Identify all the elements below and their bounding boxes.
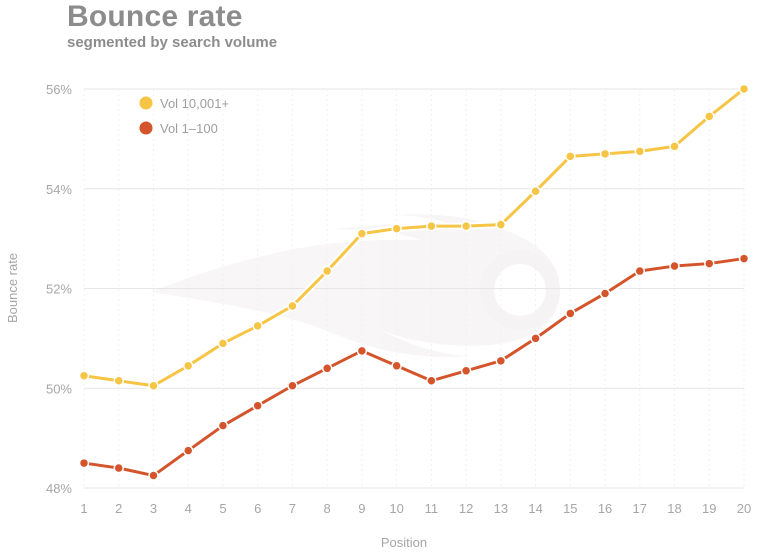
data-point	[599, 288, 611, 299]
data-point	[217, 420, 229, 431]
data-point	[287, 380, 298, 392]
data-point	[669, 141, 680, 152]
x-tick-label: 18	[667, 501, 681, 516]
data-point	[460, 220, 472, 232]
x-tick-label: 19	[702, 501, 716, 516]
data-point	[217, 338, 229, 349]
data-point	[704, 111, 715, 122]
data-point	[287, 300, 298, 312]
data-point	[252, 400, 263, 411]
x-tick-label: 20	[737, 501, 751, 516]
x-tick-label: 1	[80, 501, 87, 516]
data-point	[530, 185, 541, 197]
data-point	[704, 258, 715, 269]
chart-subtitle: segmented by search volume	[67, 34, 278, 51]
data-point	[565, 308, 576, 319]
data-point	[426, 375, 437, 387]
y-tick-label: 48%	[46, 481, 72, 496]
legend-item: Vol 1–100	[139, 121, 218, 136]
data-point	[182, 360, 194, 372]
x-tick-label: 16	[598, 501, 612, 516]
y-tick-label: 50%	[46, 381, 72, 396]
data-point	[599, 148, 611, 160]
series-2	[78, 253, 750, 481]
data-point	[148, 470, 159, 481]
x-tick-label: 17	[633, 501, 647, 516]
x-tick-label: 7	[289, 501, 296, 516]
x-tick-label: 6	[254, 501, 261, 516]
x-tick-label: 12	[459, 501, 473, 516]
data-point	[356, 228, 368, 239]
y-axis-title: Bounce rate	[5, 253, 20, 323]
data-point	[356, 345, 368, 357]
x-tick-label: 14	[528, 501, 542, 516]
legend-item: Vol 10,001+	[139, 96, 229, 111]
legend-label: Vol 10,001+	[160, 96, 229, 111]
data-point	[321, 363, 333, 374]
legend-label: Vol 1–100	[160, 121, 218, 136]
x-tick-label: 4	[185, 501, 192, 516]
x-tick-label: 8	[324, 501, 331, 516]
data-point	[669, 260, 680, 272]
data-point	[391, 360, 402, 372]
data-point	[634, 146, 646, 157]
legend-marker	[139, 121, 153, 135]
data-point	[148, 380, 159, 392]
x-axis-ticks: 1 2 3 4 5 6 7 8 9 10 11 12 13 14 15 16 17 18 19 20	[80, 501, 751, 516]
y-tick-label: 54%	[46, 182, 72, 197]
data-point	[252, 320, 263, 332]
x-tick-label: 13	[494, 501, 508, 516]
data-point	[321, 265, 333, 277]
data-point	[113, 375, 124, 387]
data-point	[634, 265, 646, 277]
data-point	[391, 223, 402, 234]
x-tick-label: 11	[425, 501, 439, 516]
data-point	[495, 355, 507, 367]
data-point	[738, 83, 750, 95]
x-tick-label: 15	[563, 501, 577, 516]
x-tick-label: 2	[115, 501, 122, 516]
series-layer	[78, 83, 750, 481]
data-point	[78, 457, 90, 469]
y-tick-label: 52%	[46, 282, 72, 297]
data-point	[426, 220, 437, 232]
data-point	[495, 219, 507, 230]
x-tick-label: 5	[219, 501, 226, 516]
legend: Vol 10,001+ Vol 1–100	[139, 96, 229, 136]
x-tick-label: 3	[150, 501, 157, 516]
data-point	[460, 365, 472, 377]
data-point	[530, 333, 541, 344]
y-axis-ticks: 48% 50% 52% 54% 56%	[46, 82, 72, 496]
data-point	[565, 151, 576, 162]
series-line	[83, 257, 745, 478]
x-tick-label: 9	[358, 501, 365, 516]
data-point	[182, 445, 194, 456]
data-point	[78, 370, 90, 382]
x-axis-title: Position	[381, 535, 427, 550]
legend-marker	[139, 96, 153, 110]
chart-title: Bounce rate	[67, 0, 243, 33]
watermark-logo	[150, 214, 560, 357]
series-1	[78, 83, 750, 392]
series-line	[83, 87, 745, 388]
x-tick-label: 10	[389, 501, 403, 516]
y-tick-label: 56%	[46, 82, 72, 97]
data-point	[113, 462, 124, 474]
data-point	[738, 253, 750, 264]
